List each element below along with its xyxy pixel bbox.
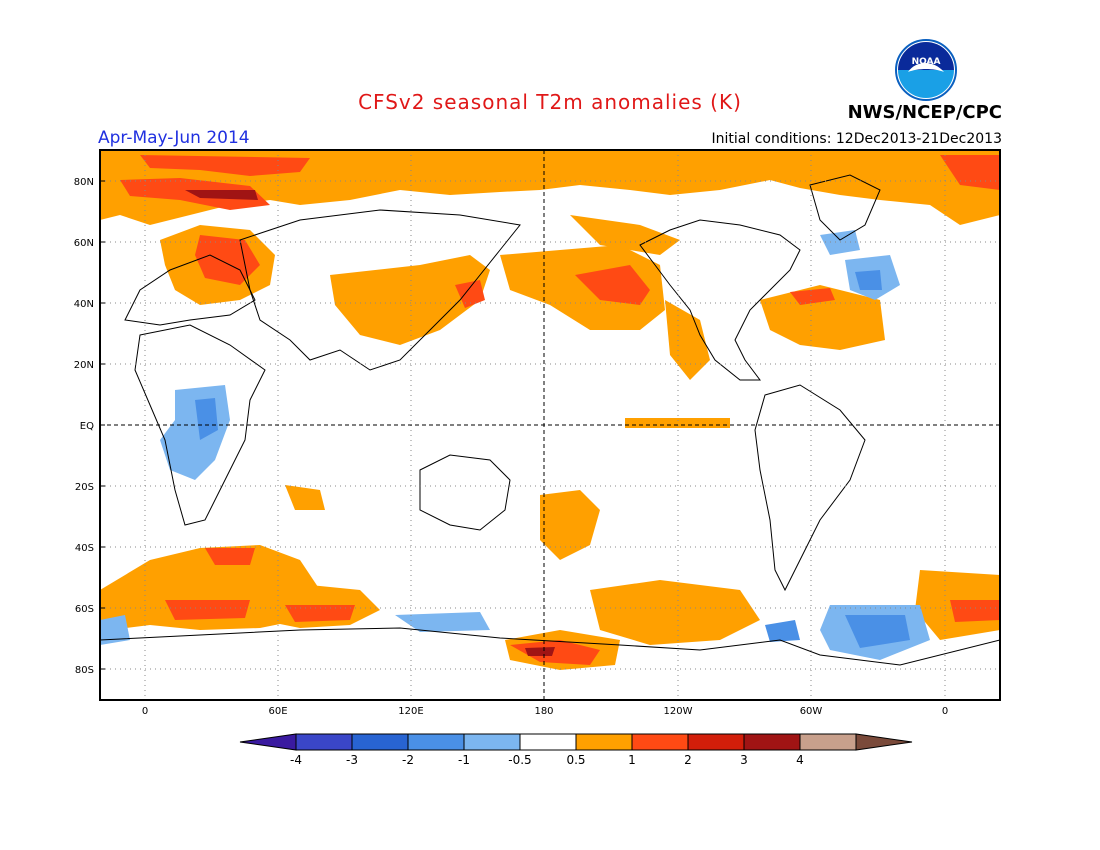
- coast-africa: [134, 324, 266, 526]
- anomaly-southern-ocean-hot-4: [950, 600, 1000, 622]
- anomaly-antarctic-cool-west: [100, 615, 130, 645]
- lon-label: 120W: [664, 706, 693, 717]
- anomaly-npacific-hot: [575, 265, 650, 305]
- anomaly-spacific-warm: [540, 490, 600, 560]
- lon-label: 180: [534, 706, 553, 717]
- coast-north-america: [639, 219, 801, 381]
- anomaly-europe-hot: [195, 235, 260, 285]
- lat-label: 80S: [75, 665, 94, 676]
- anomaly-ross-max: [525, 647, 555, 656]
- initial-conditions-label: Initial conditions: 12Dec2013-21Dec2013: [711, 131, 1003, 147]
- anomaly-africa-cool-core: [195, 398, 218, 440]
- lat-label: 20S: [75, 482, 94, 493]
- anomaly-arctic-hot-1: [140, 155, 310, 176]
- coast-antarctica: [100, 627, 1000, 666]
- coast-south-america: [754, 384, 866, 592]
- colorbar-label: -2: [402, 753, 414, 767]
- lat-ticks: [100, 180, 105, 670]
- colorbar-label: -0.5: [508, 753, 531, 767]
- colorbar-box: [463, 733, 521, 751]
- anomaly-southern-ocean-east: [590, 580, 760, 645]
- anomaly-asia-warm: [330, 255, 490, 345]
- colorbar-box: [407, 733, 465, 751]
- anomaly-southern-ocean-hot-3: [285, 605, 355, 622]
- colorbar-label: 2: [684, 753, 692, 767]
- colorbar-arrow-high: [855, 733, 913, 751]
- colorbar-label: 1: [628, 753, 636, 767]
- colorbar-label: 3: [740, 753, 748, 767]
- lat-label: 60N: [74, 238, 94, 249]
- anomaly-antarctic-pen-cool: [765, 620, 800, 642]
- agency-label: NWS/NCEP/CPC: [847, 102, 1002, 123]
- lon-label: 0: [942, 706, 948, 717]
- colorbar-label: -4: [290, 753, 302, 767]
- lon-label: 120E: [398, 706, 423, 717]
- noaa-logo: NOAA: [895, 39, 957, 101]
- lon-label: 60W: [800, 706, 823, 717]
- colorbar: -4 -3 -2 -1 -0.5 0.5 1 2 3 4: [239, 733, 913, 767]
- coast-greenland: [809, 174, 881, 241]
- colorbar-label: 4: [796, 753, 804, 767]
- lat-axis: 80N 60N 40N 20N EQ 20S 40S 60S 80S: [74, 177, 94, 676]
- colorbar-label: 0.5: [566, 753, 585, 767]
- anomaly-antarctic-cool-east-core: [845, 615, 910, 648]
- coast-asia: [239, 209, 521, 371]
- map-field: [100, 150, 1000, 700]
- anomaly-arctic-max: [185, 190, 258, 200]
- colorbar-box: [743, 733, 801, 751]
- anomaly-southern-ocean-hot-1: [165, 600, 250, 620]
- anomaly-ross-hot: [510, 640, 600, 665]
- anomaly-eq-pacific-warm: [625, 418, 730, 428]
- anomaly-southern-ocean-hot-2: [205, 548, 255, 565]
- anomaly-japan-hot: [455, 280, 485, 308]
- colorbar-label: -3: [346, 753, 358, 767]
- lon-axis: 0 60E 120E 180 120W 60W 0: [142, 706, 948, 717]
- lon-label: 60E: [268, 706, 287, 717]
- lat-label: 40S: [75, 543, 94, 554]
- colorbar-box: [799, 733, 857, 751]
- lat-label: EQ: [80, 421, 94, 432]
- coastlines: [100, 174, 1000, 666]
- coast-australia: [419, 454, 511, 531]
- colorbar-box: [351, 733, 409, 751]
- anomaly-sindian-warm: [285, 485, 325, 510]
- anomaly-natlantic-cool-core: [855, 270, 882, 290]
- anomaly-ne-pacific-warm: [665, 300, 710, 380]
- colorbar-box: [631, 733, 689, 751]
- map-title: CFSv2 seasonal T2m anomalies (K): [358, 90, 742, 114]
- coast-europe: [124, 254, 256, 326]
- anomaly-natlantic-warm: [760, 285, 885, 350]
- lat-label: 20N: [74, 360, 94, 371]
- lat-label: 60S: [75, 604, 94, 615]
- colorbar-box: [687, 733, 745, 751]
- colorbar-box: [575, 733, 633, 751]
- anomaly-arctic-warm: [100, 150, 1000, 225]
- colorbar-arrow-low: [239, 733, 297, 751]
- colorbar-box: [519, 733, 577, 751]
- anomaly-npacific-warm-2: [570, 215, 680, 255]
- lat-label: 40N: [74, 299, 94, 310]
- anomaly-natlantic-hot: [790, 288, 835, 305]
- anomaly-antarctic-cool-mid: [395, 612, 490, 632]
- forecast-period: Apr-May-Jun 2014: [98, 128, 250, 148]
- lon-label: 0: [142, 706, 148, 717]
- logo-text: NOAA: [912, 57, 941, 67]
- colorbar-box: [295, 733, 353, 751]
- lat-label: 80N: [74, 177, 94, 188]
- colorbar-label: -1: [458, 753, 470, 767]
